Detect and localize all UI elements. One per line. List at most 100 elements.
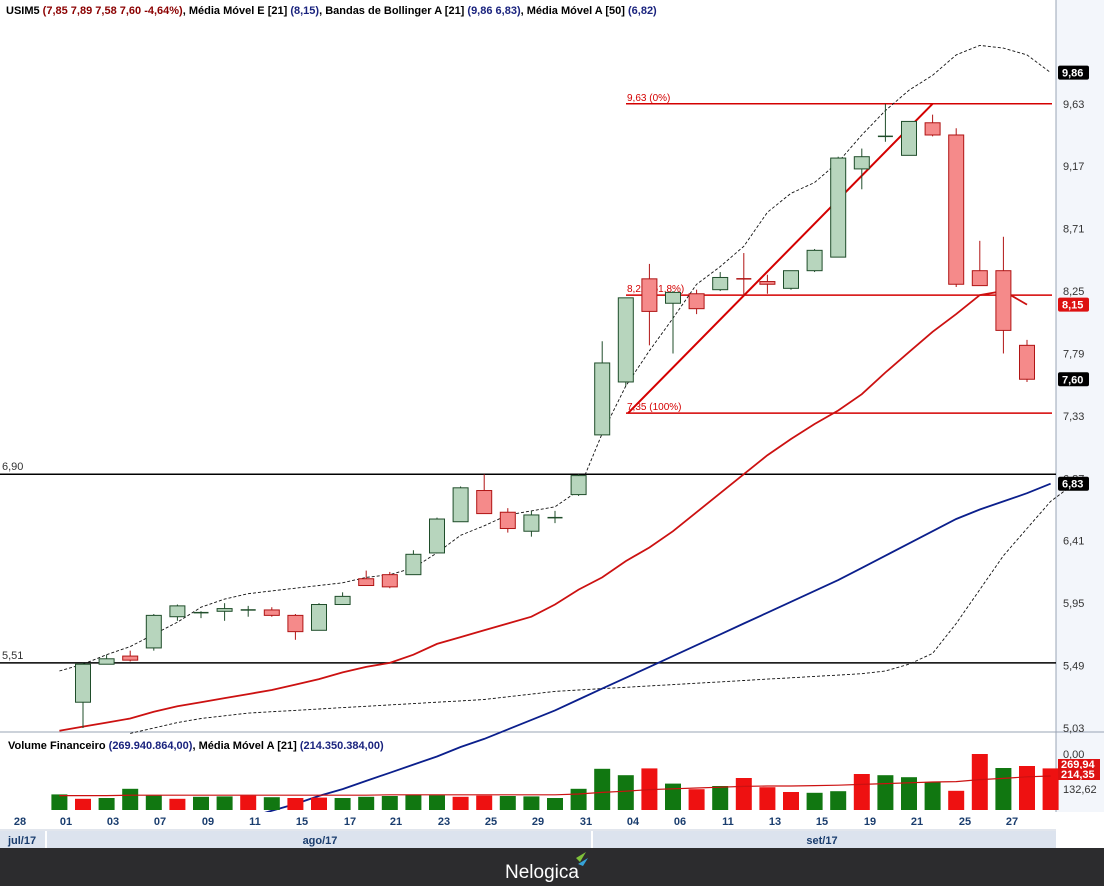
- trend-line[interactable]: [627, 103, 934, 414]
- price-legend: USIM5 (7,85 7,89 7,58 7,60 -4,64%), Médi…: [6, 5, 657, 17]
- candle[interactable]: [759, 274, 776, 294]
- volume-bar[interactable]: [948, 790, 965, 810]
- volume-bar[interactable]: [452, 796, 469, 810]
- date-tick-label: 31: [580, 816, 592, 828]
- candle[interactable]: [499, 508, 516, 533]
- date-tick-label: 07: [154, 816, 166, 828]
- date-tick-label: 09: [202, 816, 214, 828]
- candle[interactable]: [263, 607, 280, 617]
- volume-bar[interactable]: [1042, 768, 1059, 810]
- candle[interactable]: [381, 571, 398, 589]
- candle[interactable]: [452, 486, 469, 523]
- candle[interactable]: [712, 272, 729, 292]
- volume-bar[interactable]: [405, 794, 422, 810]
- volume-bar[interactable]: [830, 791, 847, 810]
- volume-bar[interactable]: [75, 798, 91, 810]
- volume-bar[interactable]: [51, 794, 68, 810]
- volume-bar[interactable]: [783, 792, 799, 810]
- candle[interactable]: [476, 474, 493, 515]
- candle[interactable]: [783, 270, 799, 290]
- date-tick-label: 11: [722, 816, 734, 828]
- volume-bar[interactable]: [570, 788, 587, 810]
- legend-part: , Média Móvel A [21]: [192, 740, 299, 752]
- volume-bar[interactable]: [995, 768, 1012, 810]
- volume-bar[interactable]: [287, 798, 304, 810]
- volume-bar[interactable]: [759, 787, 776, 810]
- candle[interactable]: [594, 341, 611, 436]
- candle[interactable]: [924, 114, 941, 137]
- candle[interactable]: [641, 263, 658, 346]
- volume-bar[interactable]: [122, 788, 139, 810]
- volume-bar[interactable]: [924, 782, 941, 810]
- candle[interactable]: [334, 592, 351, 606]
- candle[interactable]: [98, 654, 115, 665]
- candle[interactable]: [570, 474, 587, 496]
- month-label: jul/17: [7, 835, 36, 847]
- volume-bar[interactable]: [665, 783, 681, 810]
- candle[interactable]: [901, 120, 917, 156]
- volume-bar[interactable]: [806, 792, 823, 810]
- volume-bar[interactable]: [358, 796, 375, 810]
- candle[interactable]: [240, 605, 256, 617]
- volume-bar[interactable]: [547, 798, 563, 810]
- candle[interactable]: [830, 156, 847, 258]
- candle[interactable]: [971, 240, 988, 287]
- volume-bar[interactable]: [877, 775, 894, 810]
- volume-bar[interactable]: [193, 796, 209, 810]
- volume-bar[interactable]: [429, 795, 445, 810]
- candle[interactable]: [122, 650, 139, 662]
- volume-bar[interactable]: [499, 796, 516, 810]
- volume-bar[interactable]: [1019, 766, 1035, 810]
- candle[interactable]: [193, 611, 209, 619]
- volume-bar[interactable]: [523, 796, 540, 810]
- volume-bar[interactable]: [145, 795, 162, 810]
- candle[interactable]: [617, 297, 634, 387]
- volume-bar[interactable]: [381, 796, 398, 810]
- volume-bar[interactable]: [688, 789, 705, 810]
- candle[interactable]: [429, 517, 445, 554]
- volume-bar[interactable]: [617, 775, 634, 810]
- volume-bar[interactable]: [216, 796, 233, 810]
- volume-bar[interactable]: [476, 795, 493, 810]
- volume-bar[interactable]: [712, 786, 729, 810]
- volume-bar[interactable]: [169, 798, 186, 810]
- candle[interactable]: [287, 614, 304, 640]
- candle[interactable]: [145, 614, 162, 651]
- price-tick-label: 8,71: [1063, 224, 1084, 236]
- candle[interactable]: [523, 510, 540, 537]
- volume-bar[interactable]: [334, 798, 351, 810]
- volume-bar[interactable]: [311, 797, 327, 810]
- candle[interactable]: [806, 248, 823, 273]
- candle[interactable]: [311, 603, 327, 631]
- volume-bar[interactable]: [971, 754, 988, 810]
- date-tick-label: 21: [390, 816, 402, 828]
- volume-bar[interactable]: [901, 777, 917, 810]
- candle[interactable]: [665, 291, 681, 354]
- volume-bar[interactable]: [98, 798, 115, 810]
- volume-bar[interactable]: [853, 774, 870, 810]
- candle[interactable]: [1019, 339, 1035, 382]
- candle[interactable]: [75, 662, 91, 728]
- volume-bar[interactable]: [735, 778, 752, 810]
- candle[interactable]: [405, 550, 422, 576]
- svg-text:269,94: 269,94: [1061, 759, 1096, 771]
- date-tick-label: 17: [344, 816, 356, 828]
- volume-bar[interactable]: [594, 768, 611, 810]
- candle[interactable]: [358, 570, 375, 587]
- candle[interactable]: [736, 253, 752, 297]
- candle[interactable]: [853, 148, 870, 190]
- candle[interactable]: [688, 289, 705, 315]
- candle[interactable]: [547, 510, 563, 524]
- support-line-label: 5,51: [2, 650, 23, 662]
- price-tick-label: 7,79: [1063, 348, 1084, 360]
- volume-tick-label: 0,00: [1063, 749, 1084, 761]
- candle[interactable]: [877, 103, 893, 142]
- volume-bar[interactable]: [263, 797, 280, 810]
- candle[interactable]: [216, 603, 233, 621]
- candle[interactable]: [169, 604, 186, 621]
- volume-bar[interactable]: [240, 795, 257, 810]
- candle[interactable]: [995, 236, 1012, 354]
- candle[interactable]: [948, 128, 965, 287]
